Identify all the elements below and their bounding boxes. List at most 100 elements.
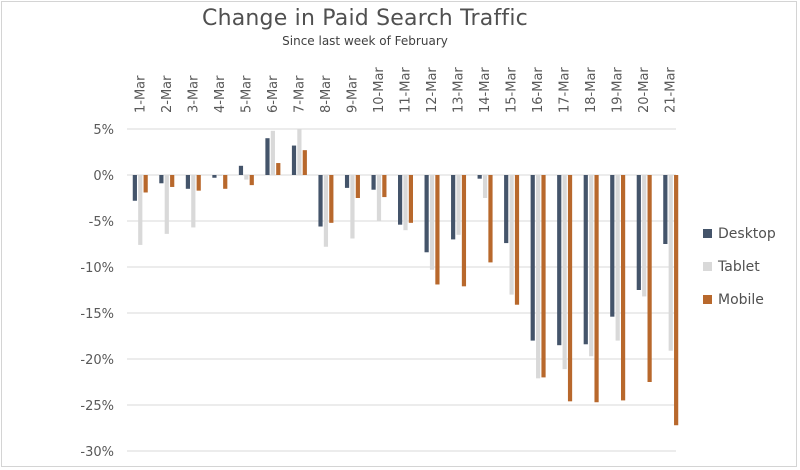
legend-label: Mobile (718, 291, 764, 308)
x-tick-label: 14-Mar (478, 67, 493, 113)
x-tick-label: 15-Mar (505, 67, 520, 113)
bar-tablet (429, 175, 435, 270)
bar-desktop (451, 175, 456, 240)
legend-swatch-desktop (703, 229, 712, 238)
bar-tablet (217, 175, 222, 176)
x-tick-label: 4-Mar (213, 75, 228, 113)
bar-desktop (636, 175, 641, 290)
bar-mobile (674, 175, 679, 426)
y-tick-label: -10% (80, 261, 114, 276)
x-tick-label: 19-Mar (611, 67, 626, 113)
x-tick-label: 10-Mar (372, 67, 387, 113)
x-tick-label: 18-Mar (584, 67, 599, 113)
bar-tablet (191, 175, 196, 228)
bar-desktop (344, 175, 350, 188)
bar-desktop (583, 175, 588, 345)
bar-tablet (350, 175, 355, 239)
legend-item-desktop: Desktop (703, 217, 776, 250)
y-tick-label: 0% (93, 169, 114, 184)
bar-tablet (562, 175, 567, 370)
bar-desktop (291, 145, 297, 175)
bar-desktop (557, 175, 562, 346)
bar-tablet (536, 175, 541, 379)
bar-mobile (594, 175, 599, 403)
bar-mobile (382, 175, 387, 198)
bar-tablet (589, 175, 594, 357)
legend-swatch-tablet (703, 262, 712, 271)
x-tick-label: 1-Mar (133, 75, 148, 113)
bar-tablet (244, 175, 249, 180)
y-tick-label: -30% (80, 445, 114, 460)
bar-mobile (620, 175, 626, 401)
bar-desktop (610, 175, 615, 317)
bar-tablet (615, 175, 620, 341)
bar-mobile (276, 163, 281, 175)
legend-label: Desktop (718, 225, 776, 242)
bar-mobile (143, 175, 148, 193)
bar-mobile (541, 175, 546, 378)
bar-mobile (249, 175, 254, 186)
bar-tablet (403, 175, 408, 231)
x-tick-label: 8-Mar (319, 75, 334, 113)
y-tick-label: -20% (80, 353, 114, 368)
bar-mobile (223, 175, 228, 189)
bar-desktop (159, 175, 164, 184)
bar-desktop (504, 175, 509, 244)
bar-mobile (329, 175, 334, 223)
bar-desktop (318, 175, 323, 227)
bar-desktop (424, 175, 429, 253)
x-tick-label: 3-Mar (186, 75, 201, 113)
bar-tablet (668, 175, 673, 351)
x-tick-label: 12-Mar (425, 67, 440, 113)
legend-item-tablet: Tablet (703, 250, 776, 283)
bar-tablet (642, 175, 647, 297)
chart-legend: Desktop Tablet Mobile (703, 217, 776, 316)
y-tick-label: 5% (93, 123, 114, 138)
bar-tablet (138, 175, 143, 245)
x-tick-label: 9-Mar (345, 75, 360, 113)
legend-item-mobile: Mobile (703, 283, 776, 316)
bar-desktop (238, 165, 244, 175)
bar-mobile (355, 175, 360, 198)
y-tick-label: -5% (89, 215, 114, 230)
bar-mobile (488, 175, 493, 263)
bar-mobile (567, 175, 573, 402)
x-tick-label: 17-Mar (558, 67, 573, 113)
bar-tablet (482, 175, 488, 198)
bar-desktop (185, 175, 191, 189)
bar-mobile (408, 175, 413, 223)
bar-tablet (509, 175, 514, 295)
x-tick-label: 5-Mar (239, 75, 254, 113)
bar-tablet (297, 129, 302, 175)
bar-desktop (265, 138, 270, 175)
bar-mobile (435, 175, 440, 285)
bar-desktop (371, 175, 376, 190)
bar-desktop (477, 175, 482, 179)
y-tick-label: -25% (80, 399, 114, 414)
chart-title: Change in Paid Search Traffic (202, 6, 528, 31)
bar-mobile (196, 175, 201, 191)
bar-mobile (461, 175, 467, 287)
bar-desktop (530, 175, 535, 341)
bar-desktop (398, 175, 403, 225)
bar-tablet (164, 175, 169, 234)
bar-tablet (456, 175, 461, 235)
x-tick-label: 21-Mar (664, 67, 679, 113)
chart-subtitle: Since last week of February (282, 34, 448, 48)
bar-mobile (170, 175, 175, 187)
bar-mobile (302, 150, 307, 175)
bar-tablet (323, 175, 329, 247)
bar-desktop (663, 175, 668, 244)
bar-desktop (212, 175, 217, 178)
bar-desktop (132, 175, 137, 201)
bar-tablet (270, 130, 275, 175)
x-tick-label: 6-Mar (266, 75, 281, 113)
bar-tablet (376, 175, 382, 221)
y-tick-label: -15% (80, 307, 114, 322)
x-tick-label: 11-Mar (399, 67, 414, 113)
x-tick-label: 7-Mar (292, 75, 307, 113)
bar-mobile (647, 175, 652, 382)
legend-swatch-mobile (703, 295, 712, 304)
x-tick-label: 13-Mar (452, 67, 467, 113)
